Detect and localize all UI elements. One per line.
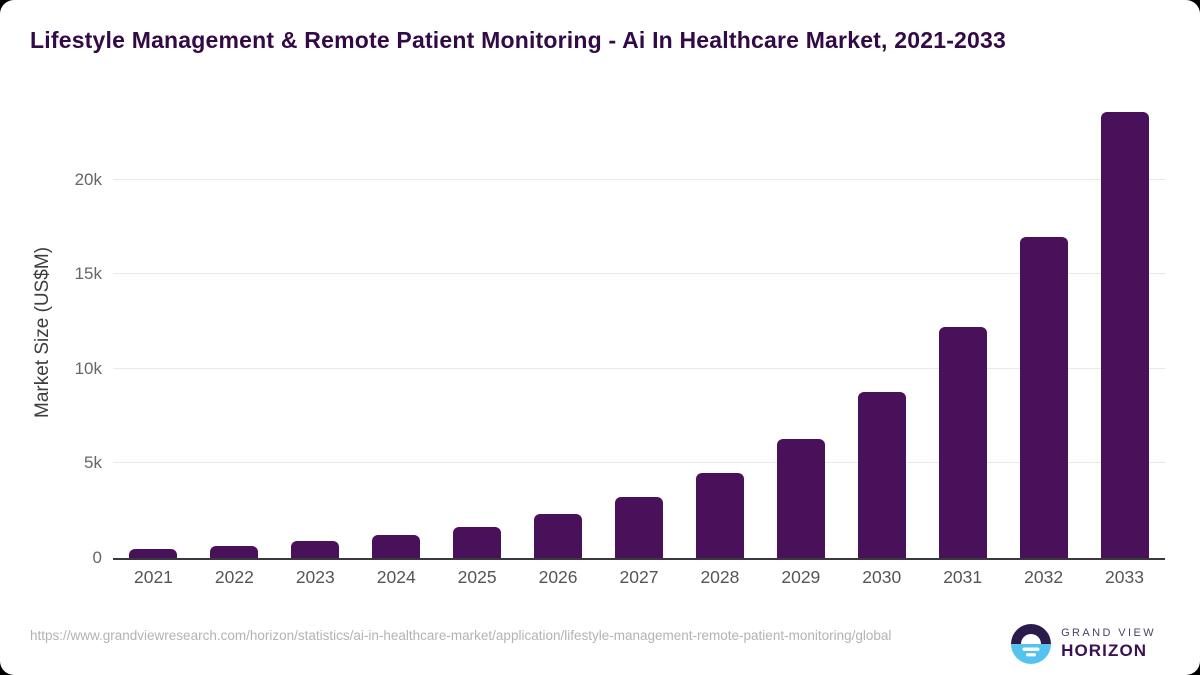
bar-slot-2026 [518,106,599,558]
bar-slot-2027 [599,106,680,558]
bar-slot-2032 [1003,106,1084,558]
x-tick-label-2032: 2032 [1024,567,1064,587]
bar-2029 [776,438,825,558]
bar-2031 [938,327,987,558]
logo-grand-view-text: GRAND VIEW [1061,626,1156,639]
bar-2026 [534,514,583,558]
bar-2023 [291,540,340,558]
x-tick-label-2023: 2023 [295,567,335,587]
bar-2028 [695,472,744,558]
bar-2030 [857,391,906,558]
y-tick-label: 10k [74,358,102,378]
source-url: https://www.grandviewresearch.com/horizo… [30,628,892,643]
x-tick-label-2024: 2024 [376,567,416,587]
x-tick-label-2027: 2027 [619,567,659,587]
bar-2033 [1100,111,1149,558]
bar-slot-2023 [275,106,356,558]
bar-2025 [453,526,502,558]
x-tick-label-2022: 2022 [214,567,254,587]
bar-2021 [129,548,178,558]
y-axis-ticks: 0 5k 10k 15k 20k [38,106,102,567]
y-tick-label: 20k [74,169,102,189]
bar-slot-2033 [1084,106,1165,558]
plot-area [113,106,1165,560]
logo-text: GRAND VIEW HORIZON [1061,627,1156,661]
bar-2032 [1019,237,1068,558]
x-tick-label-2025: 2025 [457,567,497,587]
x-tick-label-2029: 2029 [781,567,821,587]
x-tick-label-2030: 2030 [862,567,902,587]
y-tick-label: 15k [74,264,102,284]
logo-horizon-text: HORIZON [1061,640,1148,660]
gridline-10k [113,367,1165,369]
bars-row [113,106,1165,558]
bar-2027 [614,497,663,558]
x-tick-label-2026: 2026 [538,567,578,587]
x-axis-labels: 2021 2022 2023 2024 2025 2026 2027 2028 2029 2030… [113,567,1165,588]
bar-slot-2029 [760,106,841,558]
gridline-5k [113,462,1165,464]
gridline-20k [113,178,1165,180]
x-tick-label-2031: 2031 [943,567,983,587]
gridline-15k [113,273,1165,275]
bar-2024 [372,534,421,558]
y-tick-label: 0 [92,548,102,567]
bar-slot-2030 [841,106,922,558]
chart-title: Lifestyle Management & Remote Patient Mo… [30,27,1007,53]
bar-slot-2028 [679,106,760,558]
bar-slot-2024 [356,106,437,558]
bar-slot-2031 [922,106,1003,558]
bar-slot-2021 [113,106,194,558]
x-tick-label-2028: 2028 [700,567,740,587]
brand-logo[interactable]: GRAND VIEW HORIZON [1010,621,1156,667]
x-tick-label-2021: 2021 [133,567,173,587]
y-tick-label: 5k [84,453,102,473]
bar-slot-2022 [194,106,275,558]
horizon-sunrise-logo-icon [1011,624,1052,664]
x-tick-label-2033: 2033 [1105,567,1144,587]
bar-slot-2025 [437,106,518,558]
bar-2022 [210,545,259,558]
